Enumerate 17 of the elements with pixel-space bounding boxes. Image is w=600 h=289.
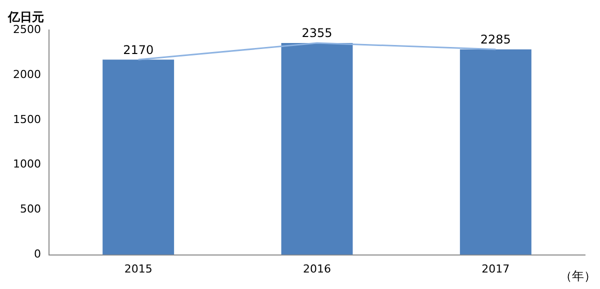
y-tick-label: 2500 bbox=[12, 22, 41, 36]
y-axis-title: 亿日元 bbox=[7, 10, 44, 24]
y-tick-label: 500 bbox=[20, 202, 41, 216]
data-label: 2170 bbox=[123, 42, 154, 57]
y-tick-label: 2000 bbox=[12, 68, 41, 81]
y-tick-label: 0 bbox=[34, 248, 41, 261]
bar bbox=[102, 60, 174, 255]
bar bbox=[460, 49, 532, 255]
y-tick-label: 1500 bbox=[12, 112, 41, 126]
data-label: 2285 bbox=[480, 32, 511, 46]
x-tick-label: 2017 bbox=[482, 262, 510, 276]
x-tick-label: 2015 bbox=[124, 262, 152, 276]
bar bbox=[281, 43, 353, 255]
data-label: 2355 bbox=[302, 26, 332, 40]
x-tick-label: 2016 bbox=[302, 262, 331, 276]
y-tick-label: 1000 bbox=[12, 158, 41, 171]
x-axis-title: （年） bbox=[560, 268, 596, 283]
